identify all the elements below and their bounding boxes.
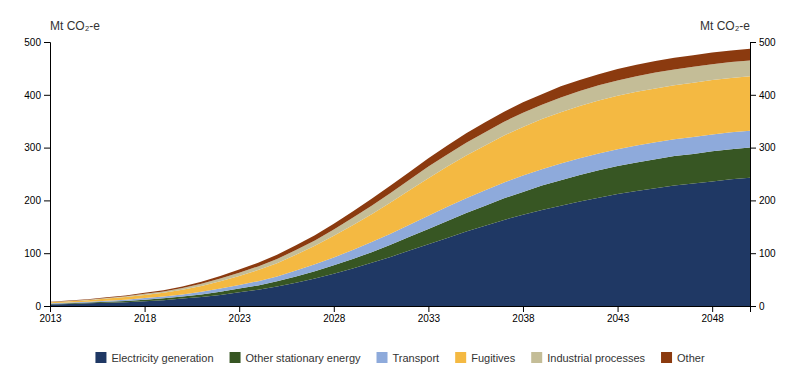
tick: 300 [750,142,776,153]
tick-mark [750,95,756,96]
tick-mark [750,253,756,254]
tick-label: 2043 [607,313,630,324]
legend-item: Fugitives [455,352,516,364]
tick: 400 [750,90,776,101]
y-axis-title: Mt CO₂-e [50,19,100,33]
legend-swatch [377,352,388,363]
legend-label: Other [677,352,705,364]
tick-label: 400 [759,90,776,101]
tick: 300 [24,142,50,153]
tick-mark [44,95,50,96]
tick: 100 [24,248,50,259]
tick: 2033 [418,306,441,324]
tick: 2048 [702,306,725,324]
tick: 100 [750,248,776,259]
tick-label: 2028 [323,313,346,324]
area-series [50,49,750,302]
tick-label: 2038 [512,313,535,324]
tick: 2023 [229,306,252,324]
tick-mark [145,306,146,312]
tick-mark [44,42,50,43]
legend-swatch [531,352,542,363]
tick: 2013 [39,306,62,324]
tick: 500 [24,37,50,48]
tick-label: 500 [759,37,776,48]
tick-mark [44,200,50,201]
legend-item: Electricity generation [95,352,213,364]
tick-label: 100 [759,248,776,259]
tick-label: 2048 [702,313,725,324]
chart: 2013 2018 2023 2028 2033 2038 2043 2048 0 100 200 3… [0,0,800,380]
tick-mark [618,306,619,312]
tick: 500 [750,37,776,48]
legend-item: Industrial processes [531,352,645,364]
tick-label: 500 [24,37,41,48]
y-axis: 0 100 200 300 400 500 [24,37,50,312]
tick-label: 2033 [418,313,441,324]
tick-mark [334,306,335,312]
legend-item: Other [661,352,705,364]
tick: 2018 [134,306,157,324]
tick-label: 300 [24,142,41,153]
axis-domain [51,307,751,313]
legend-label: Industrial processes [547,352,645,364]
tick-label: 200 [759,195,776,206]
tick: 200 [24,195,50,206]
tick-label: 0 [759,301,765,312]
tick-mark [712,306,713,312]
plot: 2013 2018 2023 2028 2033 2038 2043 2048 0 100 200 3… [24,37,776,324]
tick: 2038 [512,306,535,324]
tick-mark [523,306,524,312]
legend-label: Transport [393,352,440,364]
tick-label: 2013 [39,313,62,324]
tick: 200 [750,195,776,206]
tick-mark [750,200,756,201]
legend-item: Transport [377,352,440,364]
marks [50,49,750,306]
tick: 400 [24,90,50,101]
legend-item: Other stationary energy [230,352,361,364]
tick-mark [750,306,756,307]
legend-swatch [95,352,106,363]
tick-label: 200 [24,195,41,206]
tick: 2043 [607,306,630,324]
tick-mark [239,306,240,312]
tick-mark [44,306,50,307]
legend-swatch [455,352,466,363]
legend-swatch [230,352,241,363]
tick-label: 100 [24,248,41,259]
x-axis: 2013 2018 2023 2028 2033 2038 2043 2048 [39,306,750,324]
tick-label: 0 [35,301,41,312]
legend-label: Electricity generation [111,352,213,364]
tick-mark [44,148,50,149]
tick-mark [44,253,50,254]
tick-label: 2018 [134,313,157,324]
tick-label: 300 [759,142,776,153]
tick: 0 [750,301,765,312]
tick-label: 400 [24,90,41,101]
y2-axis: 0 100 200 300 400 500 [750,37,776,312]
tick: 0 [35,301,50,312]
legend-swatch [661,352,672,363]
legend-label: Other stationary energy [246,352,361,364]
tick-label: 2023 [229,313,252,324]
legend-label: Fugitives [471,352,516,364]
tick-mark [750,148,756,149]
tick: 2028 [323,306,346,324]
tick-mark [428,306,429,312]
axis-domain [44,43,51,307]
axis-domain [751,43,757,307]
tick-mark [750,42,756,43]
y2-axis-title: Mt CO₂-e [700,19,750,33]
legend: Electricity generation Other stationary e… [95,352,704,364]
